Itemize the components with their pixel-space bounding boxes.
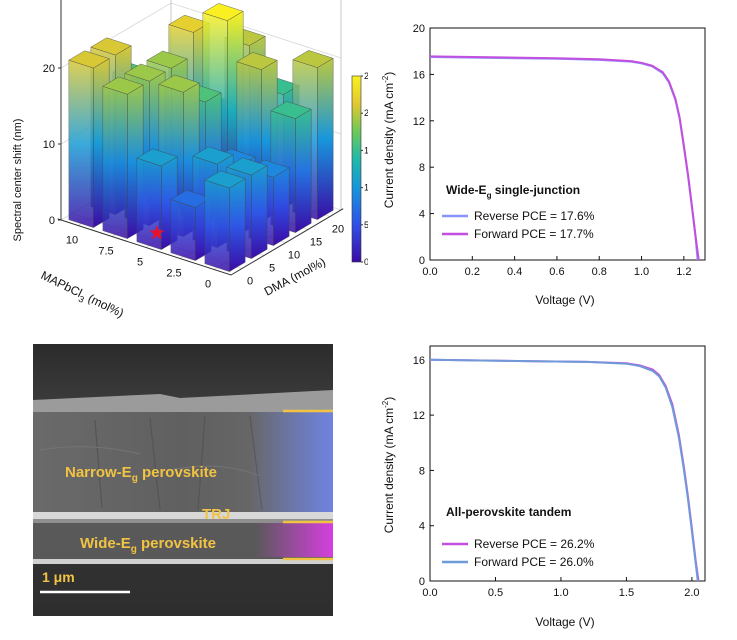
series-line-1 (429, 358, 699, 582)
x-tick-label: 0.0 (422, 587, 437, 599)
z-tick-label: 10 (43, 139, 55, 151)
x-tick-label: 0.6 (549, 266, 564, 278)
z-tick-label: 20 (43, 63, 55, 75)
x-axis-title: Voltage (V) (535, 615, 594, 629)
sem-label-trj: TRJ (202, 506, 230, 523)
sem-label-narrow: Narrow-Eg perovskite (65, 464, 217, 484)
colorbar-tick-label: 25 (364, 71, 368, 81)
y-tick-label: 5 (269, 263, 275, 275)
y-tick-label: 8 (419, 465, 425, 477)
x-tick-label: 5 (137, 257, 143, 269)
x-tick-label: 1.2 (676, 266, 691, 278)
plot-frame (429, 27, 706, 261)
jv-tandem-panel: 0.0 0.5 1.0 1.5 2.0 0 4 8 12 16 Current density (… (368, 320, 737, 640)
y-axis-title: Current density (mA cm-2) (381, 72, 396, 209)
legend-entry: Reverse PCE = 17.6% (474, 209, 595, 223)
legend-entry: Forward PCE = 26.0% (474, 555, 594, 569)
chart-annotation: All-perovskite tandem (446, 505, 571, 519)
y-tick-label: 4 (419, 209, 425, 221)
x-tick-label: 0.0 (422, 266, 437, 278)
series-line-1 (429, 55, 700, 261)
z-axis-title: Spectral center shift (nm) (12, 119, 24, 242)
sem-scale-bar-label: 1 μm (42, 569, 75, 585)
y-tick-label: 16 (413, 69, 425, 81)
x-tick-label: 1.0 (634, 266, 649, 278)
sem-label-wide: Wide-Eg perovskite (80, 535, 216, 555)
sem-cross-section-image: Narrow-Eg perovskite TRJ Wide-Eg perovsk… (33, 344, 333, 616)
x-tick-label: 2.5 (166, 268, 181, 280)
z-tick-label: 0 (49, 215, 55, 227)
x-tick-label: 0.8 (592, 266, 607, 278)
chart-annotation: Wide-Eg single-junction (446, 183, 580, 200)
colorbar-tick-label: 15 (364, 145, 368, 155)
x-tick-label: 10 (66, 235, 78, 247)
x-tick-label: 0.5 (488, 587, 503, 599)
colorbar-tick-label: 20 (364, 108, 368, 118)
y-tick-label: 0 (247, 276, 253, 288)
x-axis-title: MAPbCl3 (mol%) (37, 268, 126, 320)
sem-panel: Narrow-Eg perovskite TRJ Wide-Eg perovsk… (0, 320, 368, 640)
y-tick-label: 12 (413, 410, 425, 422)
y-tick-label: 20 (332, 224, 344, 236)
bar-mapbcl3-0-dma-0 (204, 170, 246, 272)
x-tick-label: 1.5 (619, 587, 634, 599)
y-tick-label: 16 (413, 355, 425, 367)
y-tick-label: 0 (419, 255, 425, 267)
x-tick-label: 1.0 (553, 587, 568, 599)
y-tick-label: 0 (419, 576, 425, 588)
legend-entry: Forward PCE = 17.7% (474, 227, 594, 241)
y-tick-label: 8 (419, 162, 425, 174)
y-axis-title: Current density (mA cm-2) (381, 397, 396, 534)
x-axis-title: Voltage (V) (535, 293, 594, 307)
y-tick-label: 15 (310, 237, 322, 249)
x-tick-label: 2.0 (684, 587, 699, 599)
y-tick-label: 12 (413, 116, 425, 128)
colorbar-tick-label: 10 (364, 183, 368, 193)
y-tick-label: 4 (419, 521, 425, 533)
legend-entry: Reverse PCE = 26.2% (474, 537, 595, 551)
colorbar-tick-label: 0 (364, 257, 368, 267)
jv-single-junction-panel: 0.0 0.2 0.4 0.6 0.8 1.0 1.2 0 4 8 12 16 20 Current d… (368, 0, 737, 320)
x-tick-label: 7.5 (98, 246, 113, 258)
optimal-point-star (149, 225, 165, 240)
colorbar (351, 75, 362, 263)
x-tick-label: 0.4 (507, 266, 522, 278)
floor-axes (57, 208, 344, 276)
jv-tandem-chart: 0.0 0.5 1.0 1.5 2.0 0 4 8 12 16 Current density (… (381, 345, 706, 629)
jv-single-junction-chart: 0.0 0.2 0.4 0.6 0.8 1.0 1.2 0 4 8 12 16 20 Current d… (381, 23, 706, 307)
colorbar-tick-label: 5 (364, 220, 368, 230)
y-tick-label: 20 (413, 23, 425, 35)
x-tick-label: 0 (205, 279, 211, 291)
x-tick-label: 0.2 (465, 266, 480, 278)
y-tick-label: 10 (288, 250, 300, 262)
plot-frame (429, 345, 706, 582)
